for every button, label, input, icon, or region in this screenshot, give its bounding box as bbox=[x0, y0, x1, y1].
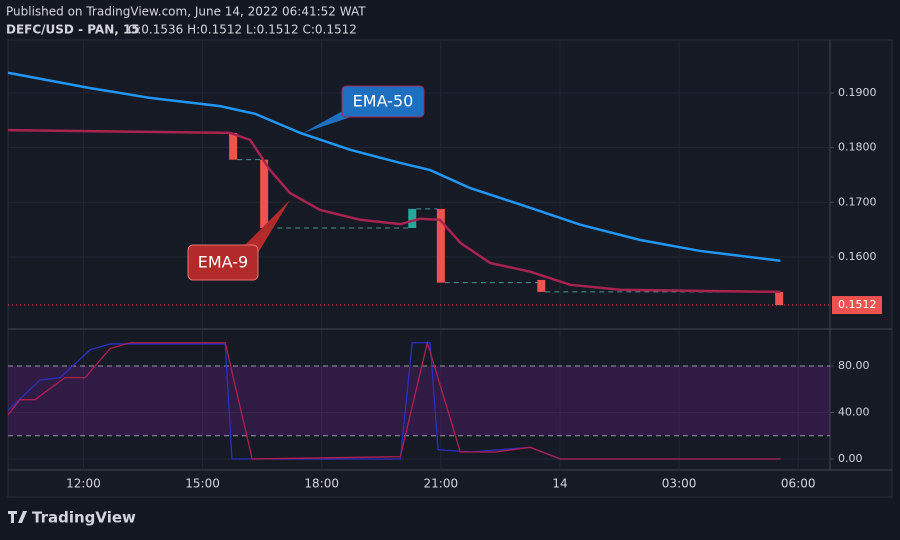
x-tick-label: 12:00 bbox=[66, 477, 101, 491]
logo-mark bbox=[8, 511, 27, 523]
logo: TradingView bbox=[8, 509, 136, 527]
symbol: DEFC/USD - PAN, 15 bbox=[6, 23, 140, 37]
brand: TradingView bbox=[32, 509, 136, 527]
series-line bbox=[7, 340, 781, 460]
callout-label: EMA-9 bbox=[198, 253, 248, 272]
chart-area bbox=[7, 39, 893, 498]
series-line bbox=[7, 71, 781, 263]
callout-label: EMA-50 bbox=[353, 92, 414, 111]
candle bbox=[537, 279, 546, 292]
x-tick-label: 06:00 bbox=[781, 477, 816, 491]
last-price-box bbox=[832, 296, 882, 315]
y-tick-label: 0.1700 bbox=[838, 195, 877, 208]
y-tick-label: 40.00 bbox=[838, 405, 870, 418]
last-price-label: 0.1512 bbox=[838, 298, 877, 311]
callout-pointer bbox=[240, 200, 290, 258]
y-tick-label: 0.1600 bbox=[838, 250, 877, 263]
ema9-callout: EMA-9 bbox=[187, 200, 290, 281]
y-tick-label: 0.1800 bbox=[838, 141, 877, 154]
candle bbox=[260, 159, 269, 228]
x-tick-label: 14 bbox=[552, 477, 567, 491]
plot-layer: 0.1900 0.1800 0.1700 0.1600 0.1512 80.00 40.00… bbox=[7, 40, 882, 491]
x-tick-label: 18:00 bbox=[304, 477, 339, 491]
published-line: Published on TradingView.com, June 14, 2… bbox=[6, 5, 366, 19]
y-tick-label: 0.1900 bbox=[838, 86, 877, 99]
y-tick-label: 80.00 bbox=[838, 359, 870, 372]
y-tick-label: 0.00 bbox=[838, 452, 863, 465]
candle bbox=[775, 291, 784, 306]
x-tick-label: 21:00 bbox=[424, 477, 459, 491]
ohlc: O:0.1536 H:0.1512 L:0.1512 C:0.1512 bbox=[128, 23, 357, 37]
x-tick-label: 15:00 bbox=[185, 477, 220, 491]
candle bbox=[408, 208, 417, 228]
series-line bbox=[7, 128, 781, 294]
callout-box bbox=[341, 85, 425, 118]
x-tick-label: 03:00 bbox=[662, 477, 697, 491]
candle bbox=[436, 208, 445, 283]
candle bbox=[229, 132, 238, 160]
callout-box bbox=[187, 244, 259, 281]
series-line bbox=[7, 342, 781, 460]
ema50-callout: EMA-50 bbox=[303, 85, 425, 133]
